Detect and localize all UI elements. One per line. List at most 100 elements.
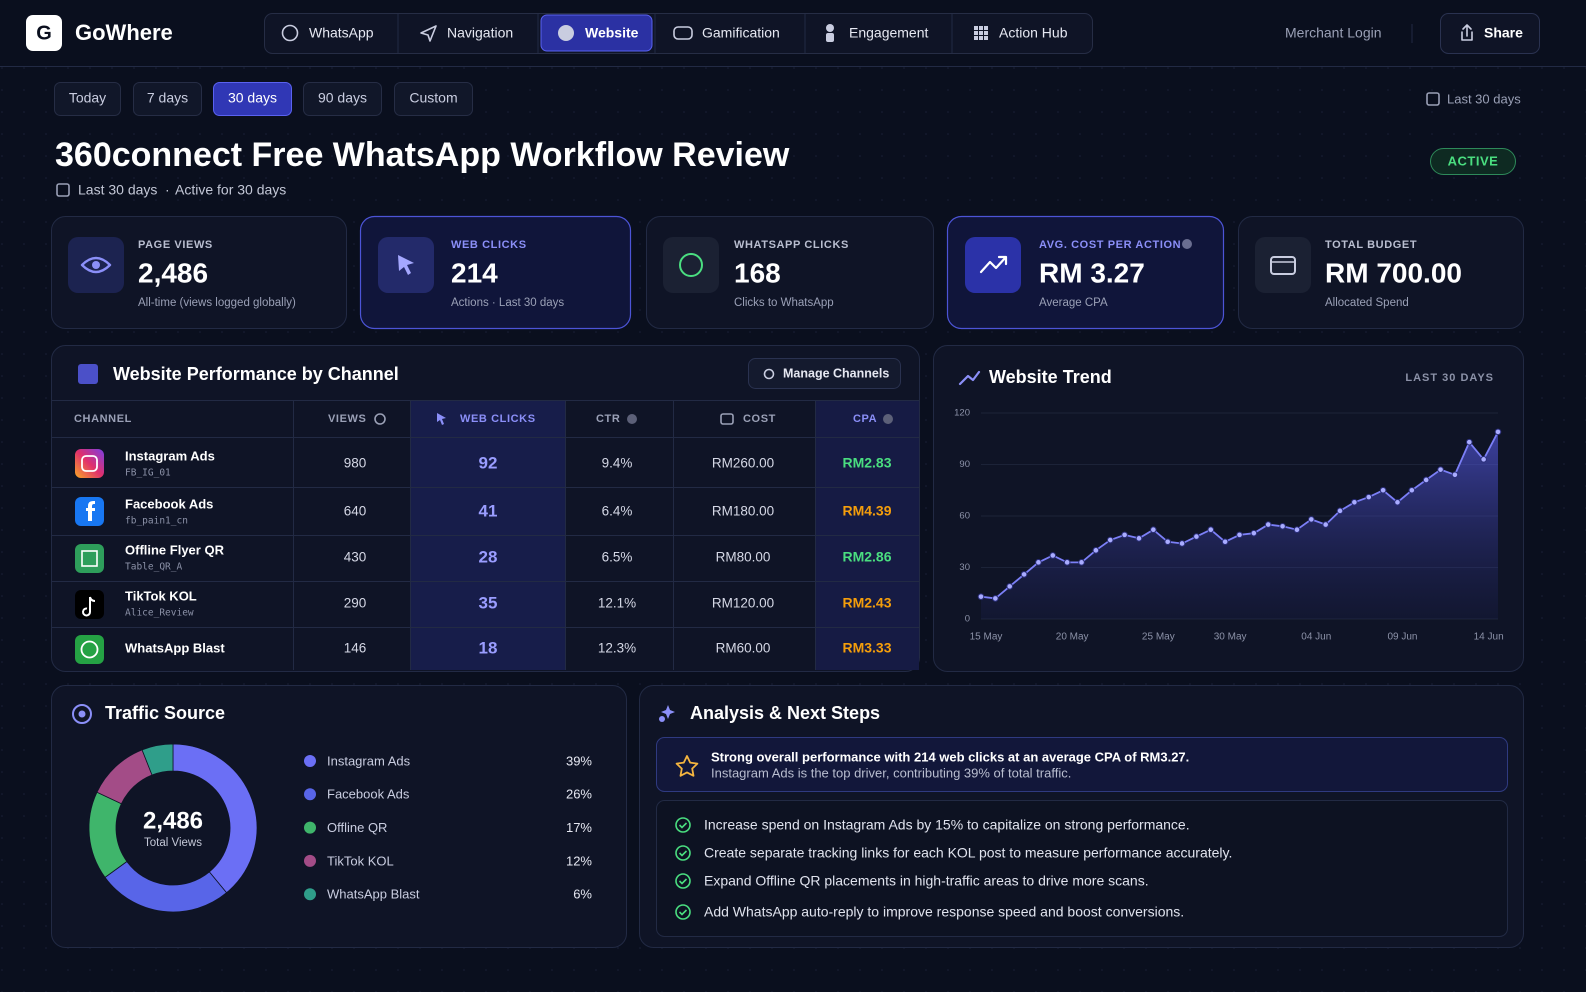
- nav-label: Website: [585, 25, 639, 41]
- table-body: Instagram Ads FB_IG_01 980 92 9.4% RM260.00 RM…: [125, 448, 892, 657]
- table-title: Website Performance by Channel: [113, 364, 399, 384]
- traffic-icon: [72, 704, 92, 724]
- cpa: RM2.83: [842, 455, 891, 471]
- trend-point: [977, 593, 985, 600]
- filter-box: [303, 82, 382, 116]
- nav-icon: [558, 25, 574, 41]
- trend-point: [1193, 533, 1200, 540]
- status: ACTIVE: [1448, 153, 1499, 168]
- brand: GoWhere: [75, 20, 173, 45]
- check-icon: [675, 817, 691, 833]
- nav-bar: [264, 13, 1093, 54]
- trend-point: [1494, 428, 1502, 436]
- share-label: Share: [1484, 25, 1523, 41]
- page-title: 360connect Free WhatsApp Workflow Review: [55, 136, 790, 174]
- filter-label: 7 days: [147, 90, 188, 106]
- logo: G: [36, 22, 52, 44]
- nav-item[interactable]: WhatsApp: [281, 24, 374, 42]
- channel-icon: [75, 544, 104, 573]
- nav-item-part: [974, 36, 978, 40]
- column-header: COST: [743, 413, 776, 425]
- trend-point: [1480, 456, 1487, 463]
- channel-name: WhatsApp Blast: [125, 640, 225, 655]
- nav-item-part: [979, 31, 983, 35]
- nav-item[interactable]: Gamification: [673, 25, 780, 41]
- column-header: CPA: [853, 413, 877, 425]
- legend-swatch: [304, 888, 316, 901]
- step: Add WhatsApp auto-reply to improve respo…: [704, 904, 1184, 920]
- channel-code: Table_QR_A: [125, 562, 182, 573]
- button-box: [748, 358, 901, 389]
- nav-label: WhatsApp: [309, 25, 374, 41]
- channel-icon: [75, 635, 104, 664]
- legend-value: 12%: [566, 853, 592, 868]
- filter-label: 90 days: [318, 90, 367, 106]
- nav-icon: [673, 26, 693, 40]
- nav-item[interactable]: Navigation: [420, 25, 513, 42]
- legend-value: 26%: [566, 787, 592, 802]
- filter[interactable]: Today: [54, 82, 121, 116]
- donut-center-label: Total Views: [144, 837, 202, 849]
- donut-center-value: 2,486: [143, 807, 203, 834]
- trend-point: [1106, 536, 1114, 544]
- trend-point: [1336, 507, 1344, 515]
- kpi-value: 168: [734, 257, 781, 288]
- channel-icon: [81, 455, 98, 472]
- trend-point: [1394, 498, 1401, 506]
- kpi-icon-box: [1255, 237, 1311, 293]
- web-clicks: 18: [479, 638, 498, 657]
- info-icon: [883, 414, 893, 424]
- nav-item[interactable]: Website: [558, 25, 639, 41]
- kpi-icon: [679, 253, 703, 277]
- status-pill: [1430, 148, 1516, 175]
- web-clicks: 35: [479, 593, 498, 612]
- cpa: RM2.86: [842, 549, 891, 565]
- pointer-icon: [437, 413, 446, 425]
- trend-point: [1365, 493, 1373, 501]
- step: Increase spend on Instagram Ads by 15% t…: [704, 817, 1190, 833]
- column-header: WEB CLICKS: [460, 413, 536, 425]
- nav-item-part: [979, 26, 983, 30]
- period: Last 30 days: [78, 182, 157, 198]
- filter[interactable]: 7 days: [133, 82, 202, 116]
- channel-code: fb_pain1_cn: [125, 516, 188, 527]
- filter[interactable]: 90 days: [303, 82, 382, 116]
- kpi-value: 2,486: [138, 257, 208, 288]
- trend-point: [1063, 559, 1071, 566]
- manage-channels[interactable]: Manage Channels: [748, 358, 901, 389]
- nav-item[interactable]: Action Hub: [974, 25, 1068, 41]
- filter-box: [213, 82, 292, 116]
- trend-point: [1236, 531, 1243, 539]
- logo-box: [26, 15, 62, 51]
- kpi-label: AVG. COST PER ACTION: [1039, 239, 1181, 251]
- donut-slice: [141, 743, 174, 776]
- check-icon: [678, 909, 688, 916]
- nav-item[interactable]: Engagement: [826, 24, 929, 42]
- filter[interactable]: 30 days: [213, 82, 292, 116]
- filter-box: [54, 82, 121, 116]
- kpi-label: TOTAL BUDGET: [1325, 239, 1417, 251]
- donut: Instagram Ads 39% Facebook Ads 26% Offline Q…: [88, 743, 592, 913]
- info-icon: [1182, 239, 1192, 249]
- ctr: 12.3%: [598, 641, 636, 656]
- views: 980: [344, 456, 367, 471]
- y-tick-label: 0: [965, 614, 970, 625]
- trend-point: [1078, 559, 1085, 566]
- kpi-box: [51, 216, 347, 329]
- cost: RM260.00: [712, 456, 774, 471]
- trend-point: [1164, 538, 1171, 546]
- nav-item-part: [974, 26, 978, 30]
- kpi-card: TOTAL BUDGET RM 700.00 Allocated Spend: [1238, 216, 1524, 329]
- share-button[interactable]: Share: [1440, 13, 1540, 54]
- ctr: 9.4%: [602, 456, 633, 471]
- filter[interactable]: Custom: [394, 82, 473, 116]
- share-box: [1440, 13, 1540, 54]
- share-icon: [1461, 24, 1473, 41]
- trend-point: [1264, 521, 1272, 528]
- merchant-login[interactable]: Merchant Login: [1285, 25, 1382, 41]
- legend-swatch: [304, 788, 316, 801]
- highlight: Strong overall performance with 214 web …: [711, 749, 1189, 764]
- channel-icon: [81, 550, 98, 567]
- trend-point: [1379, 486, 1387, 494]
